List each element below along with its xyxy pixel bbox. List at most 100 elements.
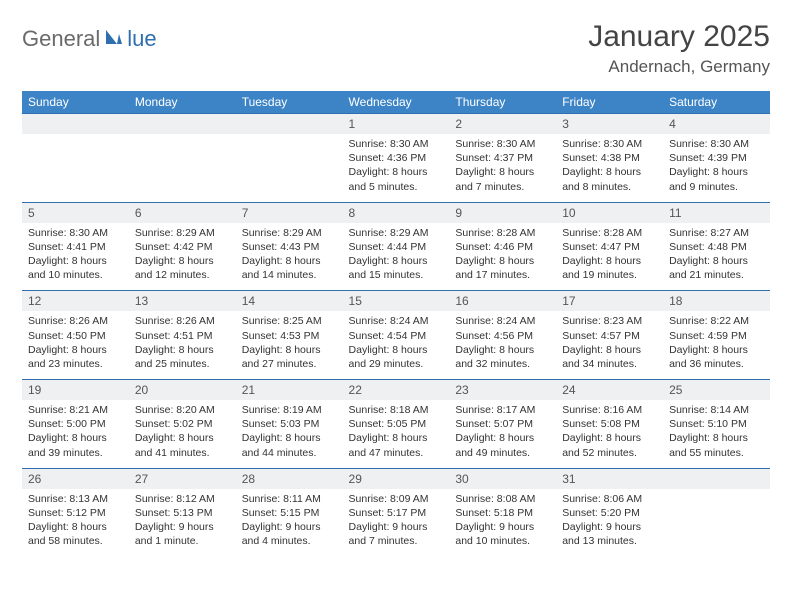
day-number-cell bbox=[22, 114, 129, 135]
sunrise-line: Sunrise: 8:30 AM bbox=[562, 137, 657, 151]
sunset-line: Sunset: 4:39 PM bbox=[669, 151, 764, 165]
logo-text-general: General bbox=[22, 26, 100, 52]
daylight-line: Daylight: 8 hours and 39 minutes. bbox=[28, 431, 123, 459]
sunset-line: Sunset: 5:15 PM bbox=[242, 506, 337, 520]
day-details-cell: Sunrise: 8:14 AMSunset: 5:10 PMDaylight:… bbox=[663, 400, 770, 468]
day-details-cell bbox=[129, 134, 236, 202]
day-number-cell: 28 bbox=[236, 468, 343, 489]
day-details-cell: Sunrise: 8:28 AMSunset: 4:46 PMDaylight:… bbox=[449, 223, 556, 291]
day-header: Tuesday bbox=[236, 91, 343, 114]
week-details-row: Sunrise: 8:13 AMSunset: 5:12 PMDaylight:… bbox=[22, 489, 770, 557]
daylight-line: Daylight: 8 hours and 19 minutes. bbox=[562, 254, 657, 282]
day-number-cell: 13 bbox=[129, 291, 236, 312]
day-details-cell: Sunrise: 8:24 AMSunset: 4:54 PMDaylight:… bbox=[343, 311, 450, 379]
day-number-cell: 10 bbox=[556, 202, 663, 223]
day-number-cell: 9 bbox=[449, 202, 556, 223]
day-header-row: Sunday Monday Tuesday Wednesday Thursday… bbox=[22, 91, 770, 114]
day-details-cell: Sunrise: 8:19 AMSunset: 5:03 PMDaylight:… bbox=[236, 400, 343, 468]
logo-text-blue: lue bbox=[127, 26, 156, 52]
daylight-line: Daylight: 8 hours and 5 minutes. bbox=[349, 165, 444, 193]
daylight-line: Daylight: 8 hours and 44 minutes. bbox=[242, 431, 337, 459]
daylight-line: Daylight: 8 hours and 55 minutes. bbox=[669, 431, 764, 459]
day-number-cell bbox=[236, 114, 343, 135]
day-number-cell: 22 bbox=[343, 380, 450, 401]
sunrise-line: Sunrise: 8:30 AM bbox=[28, 226, 123, 240]
day-number-cell: 14 bbox=[236, 291, 343, 312]
day-details-cell: Sunrise: 8:30 AMSunset: 4:41 PMDaylight:… bbox=[22, 223, 129, 291]
sunrise-line: Sunrise: 8:30 AM bbox=[669, 137, 764, 151]
day-details-cell: Sunrise: 8:17 AMSunset: 5:07 PMDaylight:… bbox=[449, 400, 556, 468]
calendar-page: General lue January 2025 Andernach, Germ… bbox=[0, 0, 792, 576]
day-header: Friday bbox=[556, 91, 663, 114]
week-daynum-row: 12131415161718 bbox=[22, 291, 770, 312]
day-details-cell: Sunrise: 8:12 AMSunset: 5:13 PMDaylight:… bbox=[129, 489, 236, 557]
day-details-cell: Sunrise: 8:22 AMSunset: 4:59 PMDaylight:… bbox=[663, 311, 770, 379]
sunset-line: Sunset: 5:03 PM bbox=[242, 417, 337, 431]
sunset-line: Sunset: 4:42 PM bbox=[135, 240, 230, 254]
sunrise-line: Sunrise: 8:26 AM bbox=[135, 314, 230, 328]
sunset-line: Sunset: 4:48 PM bbox=[669, 240, 764, 254]
sunset-line: Sunset: 4:56 PM bbox=[455, 329, 550, 343]
logo: General lue bbox=[22, 26, 157, 52]
sunset-line: Sunset: 4:41 PM bbox=[28, 240, 123, 254]
day-number-cell: 7 bbox=[236, 202, 343, 223]
week-daynum-row: 262728293031 bbox=[22, 468, 770, 489]
day-details-cell: Sunrise: 8:23 AMSunset: 4:57 PMDaylight:… bbox=[556, 311, 663, 379]
daylight-line: Daylight: 8 hours and 34 minutes. bbox=[562, 343, 657, 371]
week-daynum-row: 19202122232425 bbox=[22, 380, 770, 401]
sunrise-line: Sunrise: 8:14 AM bbox=[669, 403, 764, 417]
day-number-cell: 3 bbox=[556, 114, 663, 135]
day-number-cell: 12 bbox=[22, 291, 129, 312]
sunrise-line: Sunrise: 8:24 AM bbox=[455, 314, 550, 328]
day-header: Thursday bbox=[449, 91, 556, 114]
sunset-line: Sunset: 4:50 PM bbox=[28, 329, 123, 343]
daylight-line: Daylight: 8 hours and 58 minutes. bbox=[28, 520, 123, 548]
daylight-line: Daylight: 9 hours and 7 minutes. bbox=[349, 520, 444, 548]
week-details-row: Sunrise: 8:21 AMSunset: 5:00 PMDaylight:… bbox=[22, 400, 770, 468]
sunset-line: Sunset: 5:02 PM bbox=[135, 417, 230, 431]
day-number-cell: 4 bbox=[663, 114, 770, 135]
sunset-line: Sunset: 4:46 PM bbox=[455, 240, 550, 254]
sunrise-line: Sunrise: 8:16 AM bbox=[562, 403, 657, 417]
daylight-line: Daylight: 8 hours and 47 minutes. bbox=[349, 431, 444, 459]
sunrise-line: Sunrise: 8:06 AM bbox=[562, 492, 657, 506]
day-details-cell: Sunrise: 8:18 AMSunset: 5:05 PMDaylight:… bbox=[343, 400, 450, 468]
sunset-line: Sunset: 4:53 PM bbox=[242, 329, 337, 343]
day-header: Wednesday bbox=[343, 91, 450, 114]
day-number-cell: 26 bbox=[22, 468, 129, 489]
day-details-cell: Sunrise: 8:24 AMSunset: 4:56 PMDaylight:… bbox=[449, 311, 556, 379]
week-daynum-row: 567891011 bbox=[22, 202, 770, 223]
day-number-cell: 23 bbox=[449, 380, 556, 401]
day-number-cell: 21 bbox=[236, 380, 343, 401]
daylight-line: Daylight: 8 hours and 10 minutes. bbox=[28, 254, 123, 282]
daylight-line: Daylight: 8 hours and 32 minutes. bbox=[455, 343, 550, 371]
day-number-cell: 11 bbox=[663, 202, 770, 223]
week-daynum-row: 1234 bbox=[22, 114, 770, 135]
day-details-cell: Sunrise: 8:25 AMSunset: 4:53 PMDaylight:… bbox=[236, 311, 343, 379]
day-number-cell: 17 bbox=[556, 291, 663, 312]
sunrise-line: Sunrise: 8:18 AM bbox=[349, 403, 444, 417]
day-details-cell: Sunrise: 8:27 AMSunset: 4:48 PMDaylight:… bbox=[663, 223, 770, 291]
sunset-line: Sunset: 5:05 PM bbox=[349, 417, 444, 431]
sunrise-line: Sunrise: 8:20 AM bbox=[135, 403, 230, 417]
sunset-line: Sunset: 4:37 PM bbox=[455, 151, 550, 165]
day-number-cell: 30 bbox=[449, 468, 556, 489]
day-details-cell bbox=[22, 134, 129, 202]
day-details-cell: Sunrise: 8:30 AMSunset: 4:38 PMDaylight:… bbox=[556, 134, 663, 202]
day-number-cell: 24 bbox=[556, 380, 663, 401]
sunrise-line: Sunrise: 8:28 AM bbox=[455, 226, 550, 240]
week-details-row: Sunrise: 8:30 AMSunset: 4:41 PMDaylight:… bbox=[22, 223, 770, 291]
sunrise-line: Sunrise: 8:29 AM bbox=[349, 226, 444, 240]
day-details-cell: Sunrise: 8:16 AMSunset: 5:08 PMDaylight:… bbox=[556, 400, 663, 468]
sunrise-line: Sunrise: 8:08 AM bbox=[455, 492, 550, 506]
day-number-cell: 27 bbox=[129, 468, 236, 489]
sunset-line: Sunset: 4:47 PM bbox=[562, 240, 657, 254]
daylight-line: Daylight: 8 hours and 49 minutes. bbox=[455, 431, 550, 459]
sunrise-line: Sunrise: 8:11 AM bbox=[242, 492, 337, 506]
daylight-line: Daylight: 8 hours and 27 minutes. bbox=[242, 343, 337, 371]
day-header: Saturday bbox=[663, 91, 770, 114]
daylight-line: Daylight: 9 hours and 4 minutes. bbox=[242, 520, 337, 548]
day-number-cell: 1 bbox=[343, 114, 450, 135]
sunrise-line: Sunrise: 8:13 AM bbox=[28, 492, 123, 506]
day-details-cell: Sunrise: 8:29 AMSunset: 4:44 PMDaylight:… bbox=[343, 223, 450, 291]
